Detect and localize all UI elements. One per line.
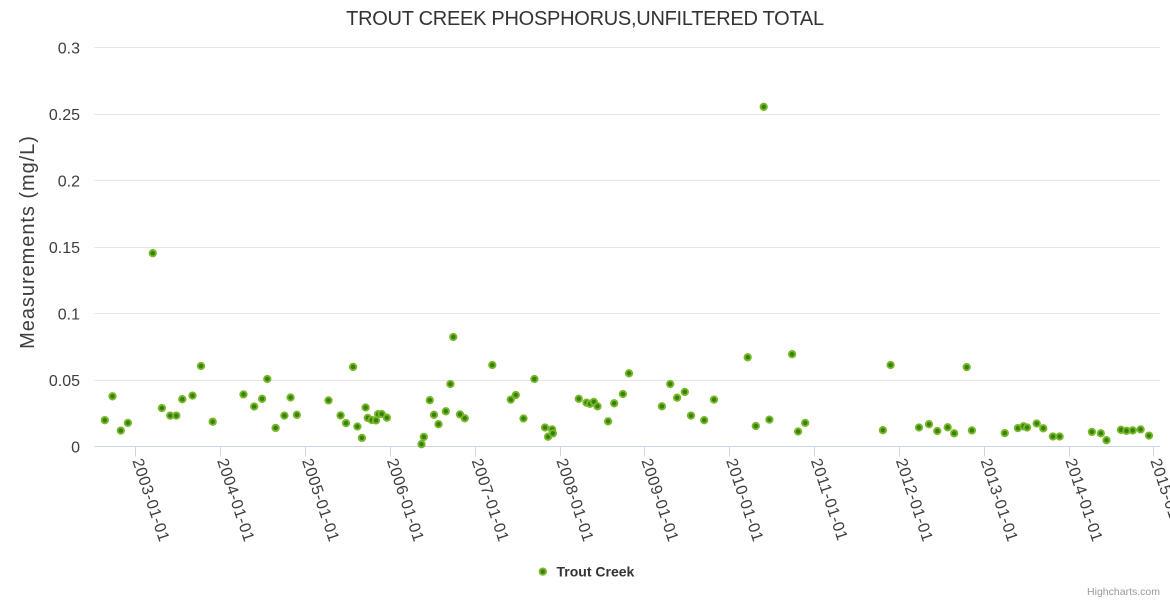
svg-text:0.1: 0.1 — [58, 307, 80, 324]
svg-text:Measurements (mg/L): Measurements (mg/L) — [17, 135, 39, 349]
svg-text:Trout Creek: Trout Creek — [557, 563, 635, 579]
svg-text:0: 0 — [71, 440, 80, 457]
svg-text:0.15: 0.15 — [49, 240, 80, 257]
svg-text:TROUT CREEK PHOSPHORUS,UNFILTE: TROUT CREEK PHOSPHORUS,UNFILTERED TOTAL — [346, 8, 824, 30]
svg-text:0.05: 0.05 — [49, 373, 80, 390]
svg-text:0.3: 0.3 — [58, 41, 80, 58]
svg-text:0.2: 0.2 — [58, 174, 80, 191]
svg-text:0.25: 0.25 — [49, 107, 80, 124]
svg-text:Highcharts.com: Highcharts.com — [1087, 586, 1160, 598]
